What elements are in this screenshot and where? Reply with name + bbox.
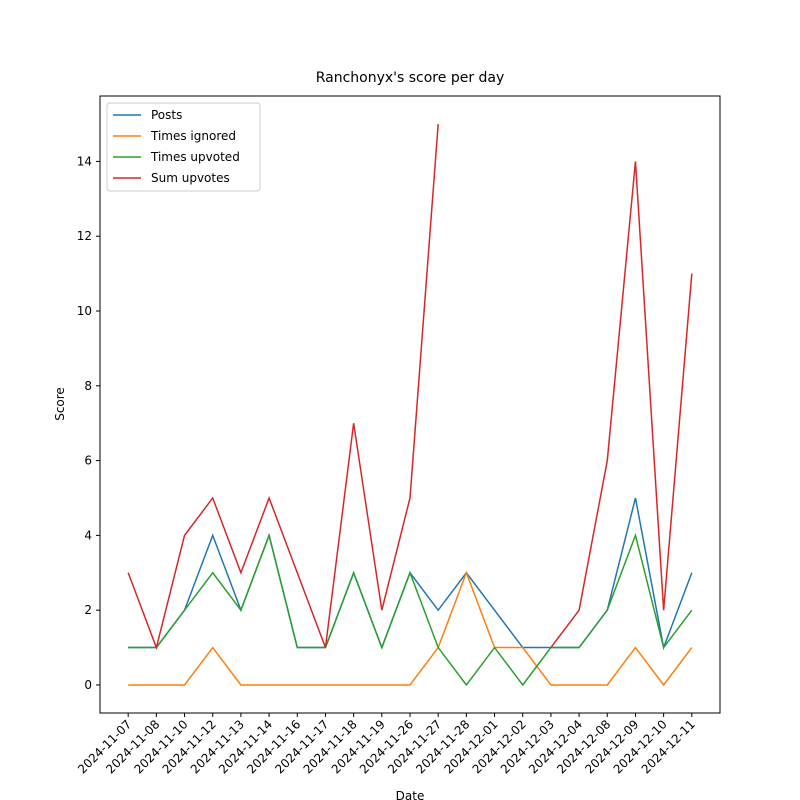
series-line <box>127 123 693 651</box>
y-tick-label: 8 <box>84 379 92 393</box>
y-axis-label: Score <box>53 387 67 421</box>
legend-box <box>106 102 261 192</box>
series-line <box>128 570 693 687</box>
legend-label: Times upvoted <box>150 150 240 164</box>
plot-frame <box>99 95 721 714</box>
legend-label: Times ignored <box>150 129 236 143</box>
y-tick-label: 4 <box>84 528 92 542</box>
y-tick-label: 2 <box>84 603 92 617</box>
legend-label: Posts <box>151 108 182 122</box>
chart-title: Ranchonyx's score per day <box>316 70 505 86</box>
y-tick-label: 0 <box>84 678 92 692</box>
y-tick-label: 12 <box>77 229 92 243</box>
y-tick-label: 14 <box>77 154 92 168</box>
series-line <box>128 532 693 687</box>
x-axis-label: Date <box>396 789 425 800</box>
legend-label: Sum upvotes <box>151 171 230 185</box>
y-tick-label: 6 <box>84 454 92 468</box>
y-tick-label: 10 <box>77 304 92 318</box>
